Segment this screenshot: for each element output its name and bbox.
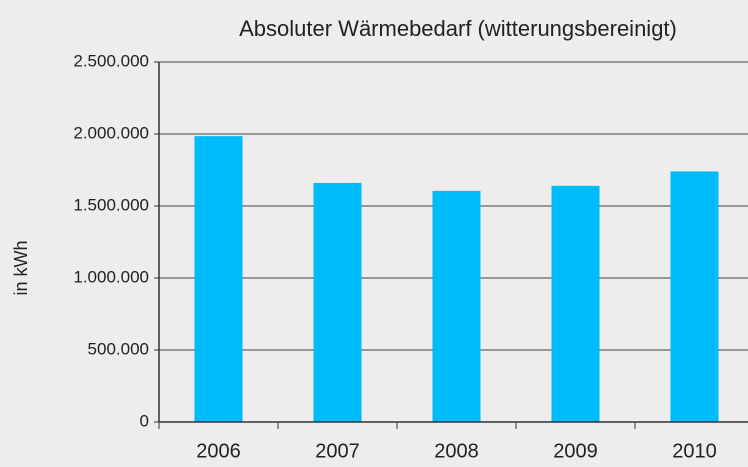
y-tick-label: 0 xyxy=(140,411,149,430)
bar xyxy=(313,182,362,422)
y-tick-label: 2.500.000 xyxy=(73,51,149,70)
y-tick-label: 2.000.000 xyxy=(73,123,149,142)
y-axis-label: in kWh xyxy=(11,240,31,295)
x-tick-label: 2006 xyxy=(196,440,241,462)
y-tick-label: 1.500.000 xyxy=(73,195,149,214)
x-tick-label: 2007 xyxy=(315,440,360,462)
x-tick-label: 2010 xyxy=(672,440,717,462)
bar xyxy=(670,171,719,422)
y-tick-label: 500.000 xyxy=(88,339,149,358)
bar xyxy=(194,136,243,422)
chart-title: Absoluter Wärmebedarf (witterungsbereini… xyxy=(239,16,677,41)
x-tick-label: 2008 xyxy=(434,440,479,462)
y-tick-label: 1.000.000 xyxy=(73,267,149,286)
x-tick-label: 2009 xyxy=(553,440,598,462)
bar xyxy=(551,185,600,422)
bar xyxy=(432,190,481,422)
